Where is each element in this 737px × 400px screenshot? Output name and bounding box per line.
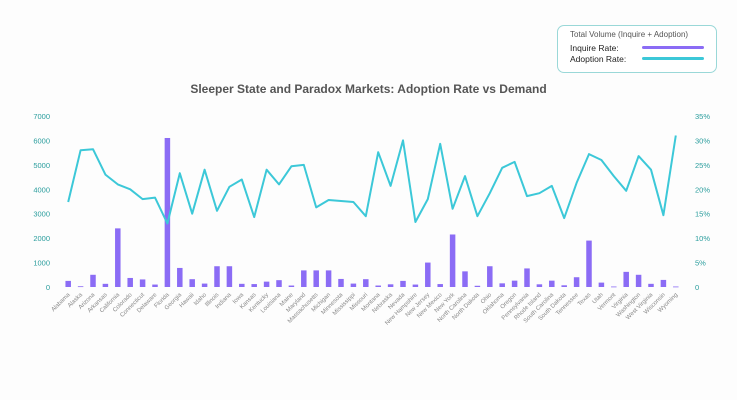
y-right-tick-label: 10% <box>695 234 710 243</box>
bar <box>648 283 654 287</box>
bar <box>102 283 109 287</box>
bar <box>263 281 270 287</box>
line-series <box>67 135 677 225</box>
bar <box>276 280 282 287</box>
bar <box>598 282 605 287</box>
bar <box>201 283 208 287</box>
bar-series <box>65 137 679 288</box>
bar <box>338 278 344 287</box>
bar <box>301 270 307 287</box>
bar <box>412 284 419 287</box>
bar <box>561 285 567 287</box>
bar <box>487 266 493 287</box>
bar <box>325 270 332 287</box>
y-left-tick-label: 0 <box>46 283 50 292</box>
bar <box>536 284 543 287</box>
y-left-tick-label: 7000 <box>33 112 50 121</box>
bar <box>660 279 667 287</box>
bar <box>673 286 679 288</box>
bar <box>139 279 146 287</box>
bar <box>239 283 245 287</box>
x-tick-label: Texas <box>577 292 592 307</box>
bar <box>65 280 71 287</box>
bar <box>549 280 555 287</box>
bar <box>474 285 481 287</box>
bar <box>115 228 121 287</box>
bar <box>387 284 394 287</box>
y-right-tick-label: 0 <box>695 283 699 292</box>
bar <box>251 284 257 287</box>
bar <box>164 137 171 287</box>
y-axis-right: 0 5% 10% 15% 20% 25% 30% 35% <box>695 112 710 292</box>
legend-item-adoption: Adoption Rate: <box>570 53 716 64</box>
adoption-rate-line <box>67 135 677 225</box>
bar <box>177 267 183 287</box>
y-left-tick-label: 1000 <box>33 259 50 268</box>
bar <box>586 240 592 287</box>
y-right-tick-label: 30% <box>695 136 710 145</box>
bar <box>425 262 431 287</box>
bar <box>288 285 295 287</box>
y-right-tick-label: 5% <box>695 259 706 268</box>
y-right-tick-label: 20% <box>695 185 710 194</box>
chart-title: Sleeper State and Paradox Markets: Adopt… <box>190 82 547 96</box>
legend-inquire-swatch <box>642 46 704 49</box>
y-right-tick-label: 25% <box>695 161 710 170</box>
bar <box>400 280 406 287</box>
bar <box>313 270 319 287</box>
bar <box>437 284 443 287</box>
bar <box>375 285 381 287</box>
bar <box>350 283 357 287</box>
y-left-tick-label: 5000 <box>33 161 50 170</box>
legend-item-inquire: Inquire Rate: <box>570 42 716 53</box>
y-right-tick-label: 35% <box>695 112 710 121</box>
bar <box>449 234 456 287</box>
bar <box>499 283 505 287</box>
bar <box>127 277 133 287</box>
bar <box>623 271 629 287</box>
y-right-tick-label: 15% <box>695 210 710 219</box>
legend-adoption-swatch <box>642 57 704 60</box>
bar <box>573 277 580 287</box>
bar <box>77 286 84 288</box>
bar <box>152 284 158 287</box>
bar <box>189 279 195 287</box>
legend-title: Total Volume (Inquire + Adoption) <box>570 30 689 39</box>
bar <box>363 279 369 287</box>
y-axis-left: 0 1000 2000 3000 4000 5000 6000 7000 <box>33 112 50 292</box>
bar <box>226 266 233 287</box>
bar <box>524 268 530 287</box>
y-left-tick-label: 2000 <box>33 234 50 243</box>
x-axis-labels: AlabamaAlaskaArizonaArkansasCaliforniaCo… <box>51 291 680 326</box>
bar <box>462 271 468 287</box>
bar <box>214 266 220 287</box>
bar <box>635 274 642 287</box>
bar <box>611 286 617 288</box>
y-left-tick-label: 6000 <box>33 136 50 145</box>
y-left-tick-label: 3000 <box>33 210 50 219</box>
y-left-tick-label: 4000 <box>33 185 50 194</box>
chart-legend: Total Volume (Inquire + Adoption) Inquir… <box>557 25 717 73</box>
bar <box>511 280 518 287</box>
legend-inquire-label: Inquire Rate: <box>570 42 619 53</box>
legend-adoption-label: Adoption Rate: <box>570 53 627 64</box>
bar <box>90 274 96 287</box>
